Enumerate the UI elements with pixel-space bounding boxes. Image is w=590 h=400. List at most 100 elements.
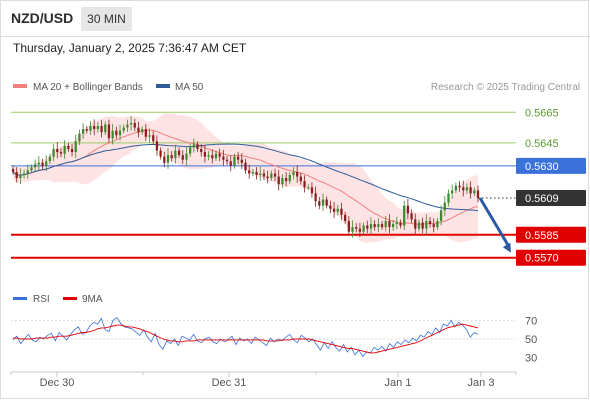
price-level-label-0.5665: 0.5665 bbox=[525, 107, 559, 119]
candle bbox=[270, 170, 273, 181]
candle bbox=[152, 131, 155, 145]
price-level-box-0.5609 bbox=[516, 190, 586, 207]
price-level-box-0.5585 bbox=[516, 226, 586, 243]
candle-body bbox=[214, 153, 218, 159]
candle-body bbox=[384, 220, 387, 228]
candle bbox=[432, 218, 435, 233]
candle-body bbox=[148, 135, 151, 137]
candle bbox=[200, 144, 203, 157]
candle-body bbox=[476, 190, 480, 199]
candle bbox=[100, 120, 103, 138]
candle bbox=[96, 122, 100, 133]
candle bbox=[118, 124, 122, 141]
forecast-arrow-head bbox=[502, 242, 511, 253]
candle bbox=[465, 183, 469, 194]
candle-body bbox=[270, 173, 273, 179]
candle-body bbox=[451, 190, 454, 194]
price-level-label-0.5609: 0.5609 bbox=[525, 193, 559, 205]
bollinger-bands bbox=[13, 113, 478, 243]
header-divider bbox=[0, 36, 590, 37]
candle-body bbox=[34, 164, 37, 168]
candle bbox=[447, 189, 450, 207]
candle-body bbox=[465, 187, 469, 191]
candle bbox=[163, 151, 166, 168]
candle-body bbox=[96, 126, 100, 130]
candle-body bbox=[473, 190, 476, 194]
price-level-label-0.5645: 0.5645 bbox=[525, 138, 559, 150]
price-levels bbox=[11, 111, 516, 259]
candle bbox=[104, 121, 107, 135]
candle-body bbox=[284, 178, 288, 182]
candle-body bbox=[336, 208, 339, 212]
x-tick-label: Jan 1 bbox=[385, 377, 412, 389]
candle bbox=[277, 169, 280, 191]
candle bbox=[137, 121, 140, 138]
candle-body bbox=[240, 159, 243, 163]
candle bbox=[473, 187, 476, 197]
rsi-line bbox=[12, 317, 479, 358]
candle-body bbox=[277, 176, 280, 185]
candle-body bbox=[126, 124, 129, 128]
candle-body bbox=[296, 171, 299, 177]
candle-body bbox=[163, 156, 166, 163]
candle-body bbox=[155, 141, 159, 151]
candle bbox=[181, 150, 184, 165]
candle-body bbox=[129, 122, 133, 125]
candle-body bbox=[107, 124, 111, 139]
candle bbox=[236, 151, 240, 165]
candle-body bbox=[48, 156, 52, 162]
candle bbox=[255, 167, 258, 180]
ma50-legend-swatch bbox=[156, 84, 170, 88]
candle bbox=[403, 200, 406, 230]
candle-body bbox=[104, 124, 107, 133]
rsi-legend-label: RSI bbox=[33, 294, 50, 305]
candle bbox=[207, 151, 210, 161]
candle bbox=[48, 153, 52, 165]
candle bbox=[222, 149, 225, 166]
candle bbox=[81, 123, 85, 139]
candle bbox=[469, 181, 472, 199]
candle-body bbox=[406, 205, 410, 214]
candle-body bbox=[122, 127, 125, 131]
candle bbox=[395, 216, 398, 230]
candle bbox=[344, 211, 347, 224]
candle bbox=[406, 198, 410, 220]
candle-body bbox=[41, 162, 44, 166]
candle bbox=[63, 140, 66, 159]
candle bbox=[107, 119, 111, 143]
candle bbox=[347, 216, 350, 237]
candle bbox=[351, 220, 354, 238]
candle bbox=[78, 129, 81, 145]
candle-body bbox=[318, 201, 321, 206]
candle bbox=[299, 172, 302, 185]
candle bbox=[340, 202, 343, 221]
candle-body bbox=[380, 224, 384, 228]
candle bbox=[414, 213, 417, 234]
candle-body bbox=[115, 130, 118, 136]
report-datetime: Thursday, January 2, 2025 7:36:47 AM CET bbox=[13, 41, 247, 55]
candle-body bbox=[170, 155, 173, 159]
candle bbox=[233, 153, 236, 169]
candle-body bbox=[351, 227, 354, 232]
candle-body bbox=[141, 129, 144, 133]
candle-body bbox=[421, 222, 424, 229]
x-tick-label: Dec 31 bbox=[212, 377, 247, 389]
candle bbox=[428, 217, 432, 228]
candle-body bbox=[37, 162, 40, 165]
candle-body bbox=[340, 208, 343, 215]
candle bbox=[462, 180, 465, 197]
candle-body bbox=[225, 159, 229, 162]
candle bbox=[225, 155, 229, 165]
candle bbox=[358, 222, 362, 237]
candle bbox=[369, 217, 373, 235]
candle bbox=[229, 155, 232, 172]
candle bbox=[59, 148, 63, 158]
candle bbox=[259, 166, 262, 182]
ma20-legend-swatch bbox=[13, 84, 27, 88]
candle-body bbox=[358, 228, 362, 232]
timeframe-badge[interactable]: 30 MIN bbox=[81, 7, 132, 31]
ma20-legend-label: MA 20 + Bollinger Bands bbox=[33, 82, 143, 93]
candle bbox=[45, 155, 48, 172]
candle-body bbox=[26, 170, 29, 174]
